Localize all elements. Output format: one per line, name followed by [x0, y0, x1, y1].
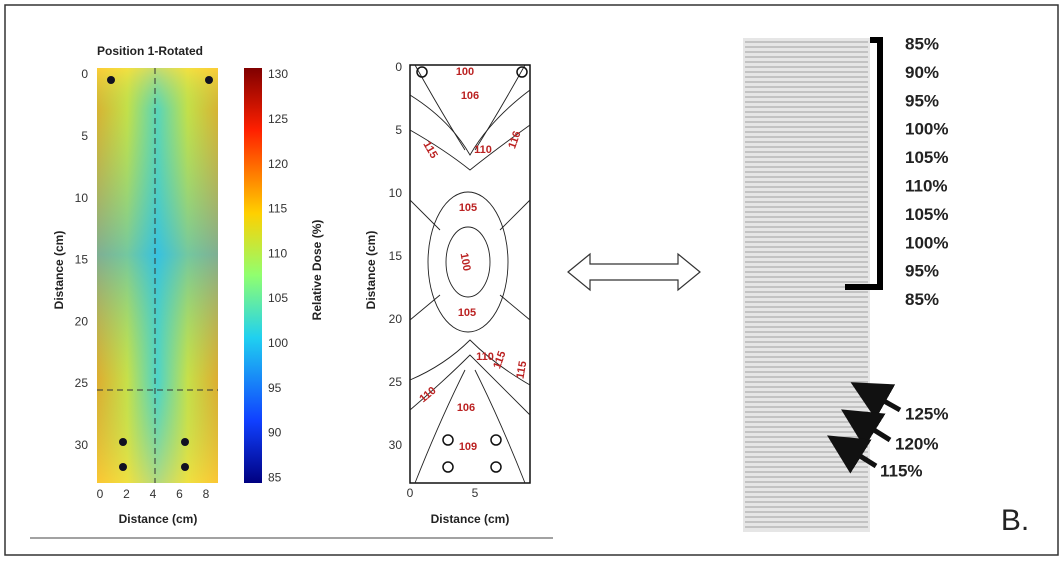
- y-tick-label: 25: [75, 376, 89, 390]
- panel-title: Position 1-Rotated: [97, 44, 203, 58]
- colorbar-tick-label: 85: [268, 470, 282, 484]
- contour-label: 116: [506, 130, 523, 151]
- contour-lines: [409, 64, 531, 484]
- percent-label: 90%: [905, 63, 939, 82]
- frame: [4, 4, 1059, 556]
- y-tick-label: 15: [389, 249, 403, 263]
- arrow-label: 120%: [895, 434, 938, 453]
- contour-label: 115: [514, 360, 529, 380]
- y-tick-label: 5: [395, 123, 402, 137]
- percent-label: 85%: [905, 290, 939, 309]
- x-tick-label: 0: [97, 487, 104, 501]
- contour-label: 105: [458, 307, 476, 319]
- contour-label: 109: [459, 441, 477, 453]
- colorbar-tick-label: 110: [268, 246, 287, 260]
- percent-label: 100%: [905, 120, 948, 139]
- colorbar-label: Relative Dose (%): [310, 220, 324, 321]
- arrow-label: 115%: [880, 461, 923, 480]
- arrows: [827, 382, 902, 474]
- x-axis-label: Distance (cm): [119, 512, 198, 526]
- colorbar-tick-label: 105: [268, 291, 288, 305]
- contour-label: 110: [476, 351, 494, 363]
- contour-label: 106: [457, 402, 475, 414]
- x-tick-label: 8: [203, 487, 210, 501]
- x-tick-label: 4: [150, 487, 157, 501]
- contour-label: 100: [458, 252, 473, 272]
- percent-label: 105%: [905, 205, 948, 224]
- y-tick-label: 30: [75, 438, 89, 452]
- percent-label: 110%: [905, 176, 948, 195]
- contour-markers: [416, 66, 528, 473]
- contour-label: 100: [456, 66, 474, 78]
- heatmap-overlay: [97, 68, 218, 483]
- percent-label: 95%: [905, 91, 939, 110]
- colorbar-tick-label: 130: [268, 67, 288, 81]
- y-axis-label: Distance (cm): [364, 231, 378, 310]
- x-tick-label: 6: [176, 487, 183, 501]
- y-tick-label: 10: [389, 186, 403, 200]
- contour-label: 106: [461, 90, 479, 102]
- contour-label: 105: [459, 202, 477, 214]
- markers: [107, 76, 213, 471]
- colorbar-tick-label: 95: [268, 381, 282, 395]
- y-tick-label: 0: [395, 60, 402, 74]
- percent-label: 85%: [905, 34, 939, 53]
- x-tick-label: 5: [472, 486, 479, 500]
- x-tick-label: 2: [123, 487, 130, 501]
- colorbar-tick-label: 120: [268, 157, 288, 171]
- contour-label: 115: [491, 350, 508, 371]
- panel-label: B.: [1001, 504, 1029, 537]
- percent-label: 105%: [905, 148, 948, 167]
- colorbar-tick-label: 115: [268, 202, 287, 216]
- colorbar-tick-label: 90: [268, 426, 282, 440]
- x-tick-label: 0: [407, 486, 414, 500]
- y-tick-label: 20: [75, 314, 89, 328]
- y-tick-label: 10: [75, 191, 89, 205]
- percent-label: 95%: [905, 262, 939, 281]
- y-tick-label: 20: [389, 312, 403, 326]
- colorbar: [244, 68, 262, 483]
- y-tick-label: 0: [81, 67, 88, 81]
- y-axis-label: Distance (cm): [52, 231, 66, 310]
- x-axis-label: Distance (cm): [431, 512, 510, 526]
- y-tick-label: 5: [81, 129, 88, 143]
- double-arrow: [567, 252, 701, 292]
- percent-label: 100%: [905, 233, 948, 252]
- contour-plot: [409, 64, 531, 484]
- contour-label: 110: [474, 144, 492, 156]
- colorbar-tick-label: 100: [268, 336, 288, 350]
- y-tick-label: 30: [389, 438, 403, 452]
- bracket: [845, 37, 883, 290]
- y-tick-label: 15: [75, 253, 89, 267]
- arrow-label: 125%: [905, 404, 948, 423]
- y-tick-label: 25: [389, 375, 403, 389]
- colorbar-tick-label: 125: [268, 112, 288, 126]
